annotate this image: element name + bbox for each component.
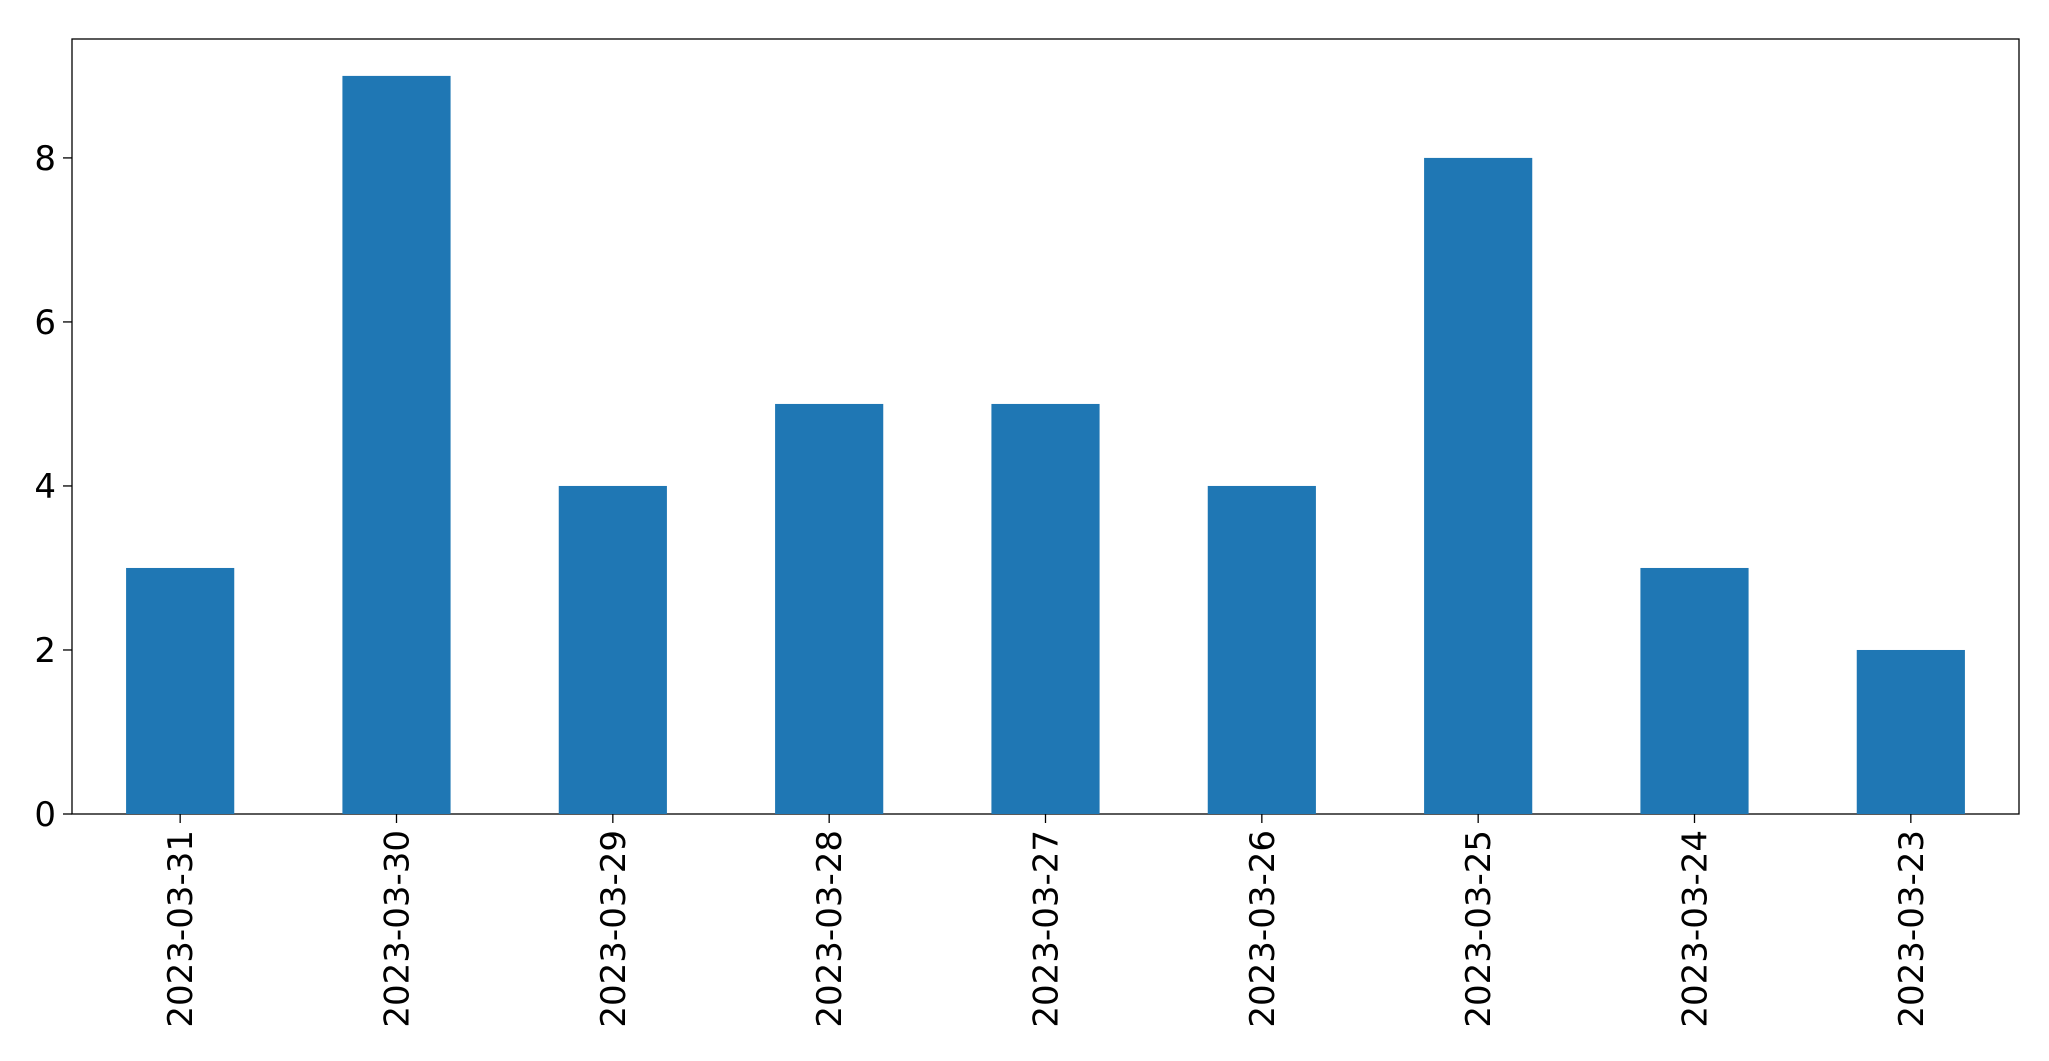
x-tick-label: 2023-03-30: [378, 830, 418, 1028]
bar: [1856, 649, 1965, 814]
x-tick-label: 2023-03-29: [594, 830, 634, 1028]
x-tick-label: 2023-03-31: [161, 830, 201, 1028]
y-tick-label: 8: [34, 139, 56, 179]
x-tick-label: 2023-03-23: [1892, 830, 1932, 1028]
x-tick-label: 2023-03-28: [810, 830, 850, 1028]
bar: [1424, 157, 1533, 814]
bar: [991, 403, 1100, 814]
bar: [1207, 485, 1316, 814]
x-tick-label: 2023-03-27: [1027, 830, 1067, 1028]
bar: [775, 403, 884, 814]
y-tick-label: 0: [34, 795, 56, 835]
bar: [342, 75, 451, 814]
y-tick-label: 6: [34, 303, 56, 343]
bar: [1640, 567, 1749, 814]
y-tick-label: 4: [34, 467, 56, 507]
x-tick-label: 2023-03-26: [1243, 830, 1283, 1028]
bar: [126, 567, 235, 814]
x-tick-label: 2023-03-25: [1459, 830, 1499, 1028]
bar: [558, 485, 667, 814]
x-tick-label: 2023-03-24: [1676, 830, 1716, 1028]
y-tick-label: 2: [34, 631, 56, 671]
